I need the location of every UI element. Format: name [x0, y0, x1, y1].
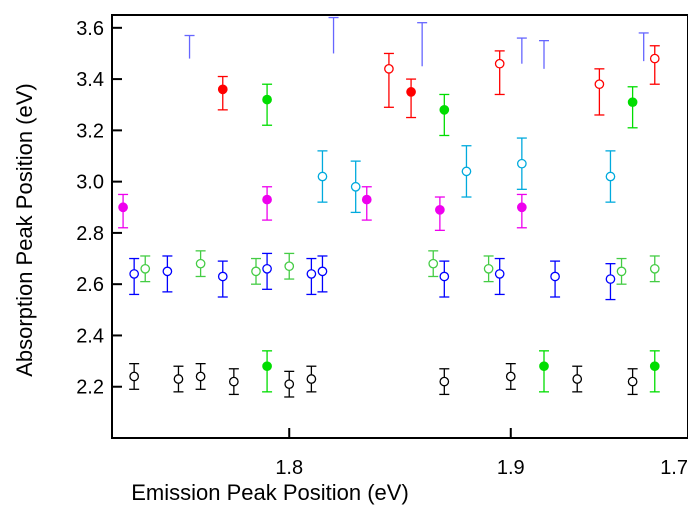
data-point [516, 202, 527, 213]
data-point [461, 166, 472, 177]
data-point [539, 361, 549, 372]
data-point [428, 258, 439, 269]
data-point [605, 274, 616, 284]
y-tick-label: 2.4 [76, 325, 104, 347]
data-point [306, 374, 317, 384]
data-point [140, 263, 151, 274]
data-point [118, 202, 128, 213]
x-tick-label-right: 1.7 [660, 457, 688, 479]
y-tick-label: 2.8 [76, 223, 104, 245]
data-point [627, 376, 638, 387]
data-point [306, 269, 317, 279]
y-axis: 2.2 2.4 2.6 2.8 3.0 3.2 3.4 3.6 [76, 18, 122, 399]
data-point [384, 63, 394, 74]
data-point [505, 371, 516, 382]
x-tick-label: 1.9 [497, 457, 525, 479]
data-point [516, 158, 527, 169]
data-point [439, 376, 450, 387]
data-point [262, 94, 272, 105]
data-point [616, 266, 627, 277]
data-point [262, 263, 272, 274]
data-point [217, 84, 228, 95]
y-tick-label: 3.2 [76, 120, 104, 142]
data-point [594, 79, 605, 90]
y-tick-label: 2.2 [76, 377, 104, 399]
data-point [361, 194, 372, 205]
data-point [162, 266, 173, 277]
data-point [217, 271, 228, 282]
x-axis: 1.8 1.9 [275, 428, 525, 479]
y-tick-label: 3.0 [76, 172, 104, 194]
data-point [317, 266, 328, 277]
x-axis-title: Emission Peak Position (eV) [131, 480, 409, 505]
y-axis-title: Absorption Peak Position (eV) [12, 83, 37, 377]
data-point [494, 269, 505, 279]
data-point [439, 271, 450, 282]
data-point [406, 87, 416, 97]
data-point [483, 263, 494, 274]
y-tick-label: 3.6 [76, 18, 104, 40]
data-point [195, 371, 206, 382]
data-point [284, 261, 295, 272]
data-point [262, 194, 272, 205]
data-point [649, 263, 660, 274]
data-point [129, 371, 140, 382]
data-point [317, 171, 328, 182]
y-tick-label: 3.4 [76, 69, 104, 91]
data-point [173, 374, 184, 384]
data-point [627, 97, 638, 108]
data-point [228, 376, 239, 387]
data-point [494, 58, 505, 69]
chart-marks [118, 16, 660, 398]
data-point [439, 105, 450, 115]
data-point [435, 204, 445, 215]
data-point [262, 361, 272, 372]
data-point [129, 269, 140, 279]
data-point [195, 258, 206, 269]
data-point [251, 266, 261, 277]
data-point [649, 361, 660, 372]
data-point [649, 53, 660, 64]
y-tick-label: 2.6 [76, 274, 104, 296]
data-point [550, 271, 560, 282]
data-point [350, 181, 361, 192]
data-point [284, 379, 295, 390]
data-point [605, 171, 616, 182]
x-tick-label: 1.8 [275, 457, 303, 479]
plot-frame [111, 14, 688, 439]
data-point [572, 374, 583, 384]
